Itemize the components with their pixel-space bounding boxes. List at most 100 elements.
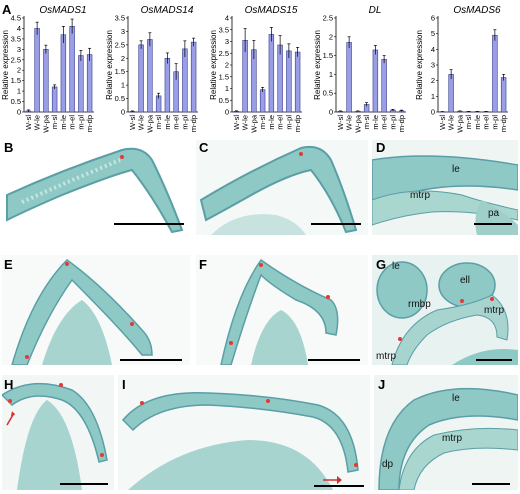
x-tick-label: m-el (172, 115, 181, 130)
x-tick-label: m-pl (490, 115, 499, 130)
bar (277, 44, 283, 113)
bar (190, 41, 197, 113)
x-tick-label: m-le (267, 115, 276, 130)
y-tick-label: 0.5 (323, 89, 333, 98)
x-tick-label: W-le (241, 115, 250, 130)
scale-bar (311, 223, 361, 225)
chart-title: OsMADS1 (39, 5, 86, 16)
y-tick-label: 1.5 (323, 51, 333, 60)
chart-title: OsMADS14 (141, 5, 194, 16)
y-tick-label: 3 (121, 27, 125, 36)
x-tick-label: W-pa (249, 114, 258, 133)
scale-bar (120, 359, 182, 361)
y-tick-label: 4 (17, 24, 21, 33)
bar (448, 74, 454, 113)
micrograph-f (196, 255, 368, 365)
y-tick-label: 0.5 (11, 97, 21, 106)
label-le: le (452, 393, 460, 404)
bar (286, 50, 292, 113)
scale-bar (60, 483, 108, 485)
marker-star (490, 297, 494, 301)
marker-star (326, 295, 330, 299)
x-tick-label: m-le (163, 115, 172, 130)
panel-letter-h: H (4, 377, 14, 392)
y-tick-label: 3.5 (115, 14, 125, 23)
marker-star (398, 337, 402, 341)
y-tick-label: 1.5 (219, 72, 229, 81)
x-tick-label: m-pl (76, 115, 85, 130)
bar (381, 59, 387, 113)
scale-bar (314, 485, 364, 487)
marker-star (65, 262, 69, 266)
y-axis-label: Relative expression (209, 30, 218, 100)
x-tick-label: W-le (345, 115, 354, 130)
chart-title: OsMADS15 (245, 5, 298, 16)
x-tick-label: W-pa (455, 114, 464, 133)
bar (86, 54, 93, 113)
panel-letter-d: D (376, 140, 386, 155)
scale-bar (114, 223, 184, 225)
marker-star (140, 401, 144, 405)
x-tick-label: m-pl (284, 115, 293, 130)
y-tick-label: 2 (431, 76, 435, 85)
marker-star (354, 463, 358, 467)
y-tick-label: 2.5 (219, 49, 229, 58)
bar (78, 55, 84, 113)
y-tick-label: 2 (329, 32, 333, 41)
y-axis-label: Relative expression (313, 30, 322, 100)
panel-letter-j: J (378, 377, 386, 392)
y-tick-label: 3.5 (11, 34, 21, 43)
x-tick-label: m-el (482, 115, 491, 130)
y-tick-label: 4.5 (11, 14, 21, 23)
y-tick-label: 1.5 (11, 76, 21, 85)
x-tick-label: m-le (59, 115, 68, 130)
marker-star (229, 341, 233, 345)
panel-letter-g: G (376, 257, 387, 272)
micrograph-e (2, 255, 190, 365)
y-tick-label: 2.5 (115, 40, 125, 49)
bar (259, 89, 266, 113)
y-tick-label: 1 (431, 92, 435, 101)
micrograph-j: le mtrp dp (374, 375, 518, 490)
label-mtrp: mtrp (376, 351, 396, 362)
x-tick-label: m-le (371, 115, 380, 130)
x-tick-label: m-dp (499, 115, 508, 132)
tissue-image-b (2, 140, 190, 235)
marker-star (299, 152, 303, 156)
tissue-image-d (372, 140, 518, 235)
tissue-image-g (372, 255, 518, 365)
x-tick-label: m-el (276, 115, 285, 130)
x-tick-label: W-sl (232, 115, 241, 130)
marker-star (460, 299, 464, 303)
marker-star (59, 383, 63, 387)
x-tick-label: m-pl (388, 115, 397, 130)
y-tick-label: 3 (225, 37, 229, 46)
tissue-image-h (2, 375, 114, 490)
bar (43, 49, 49, 113)
y-tick-label: 0 (431, 108, 435, 117)
panel-letter-i: I (122, 377, 126, 392)
x-tick-label: m-dp (85, 115, 94, 132)
tissue-image-j (374, 375, 518, 490)
label-le: le (452, 164, 460, 175)
bar (60, 34, 67, 113)
x-tick-label: m-el (68, 115, 77, 130)
y-tick-label: 2 (17, 66, 21, 75)
x-tick-label: m-dp (189, 115, 198, 132)
label-mtrp: mtrp (484, 305, 504, 316)
y-tick-label: 1.5 (115, 67, 125, 76)
x-tick-label: W-le (447, 115, 456, 130)
panel-letter-f: F (199, 257, 207, 272)
x-tick-label: m-sl (154, 115, 163, 129)
panel-letter-b: B (4, 140, 14, 155)
y-tick-label: 3.5 (219, 25, 229, 34)
tissue-image-f (196, 255, 368, 365)
x-tick-label: m-sl (362, 115, 371, 129)
label-mtrp: mtrp (410, 190, 430, 201)
y-tick-label: 2.5 (323, 14, 333, 23)
y-tick-label: 2.5 (11, 55, 21, 64)
tissue-image-e (2, 255, 190, 365)
x-tick-label: W-sl (438, 115, 447, 130)
x-tick-label: W-le (137, 115, 146, 130)
